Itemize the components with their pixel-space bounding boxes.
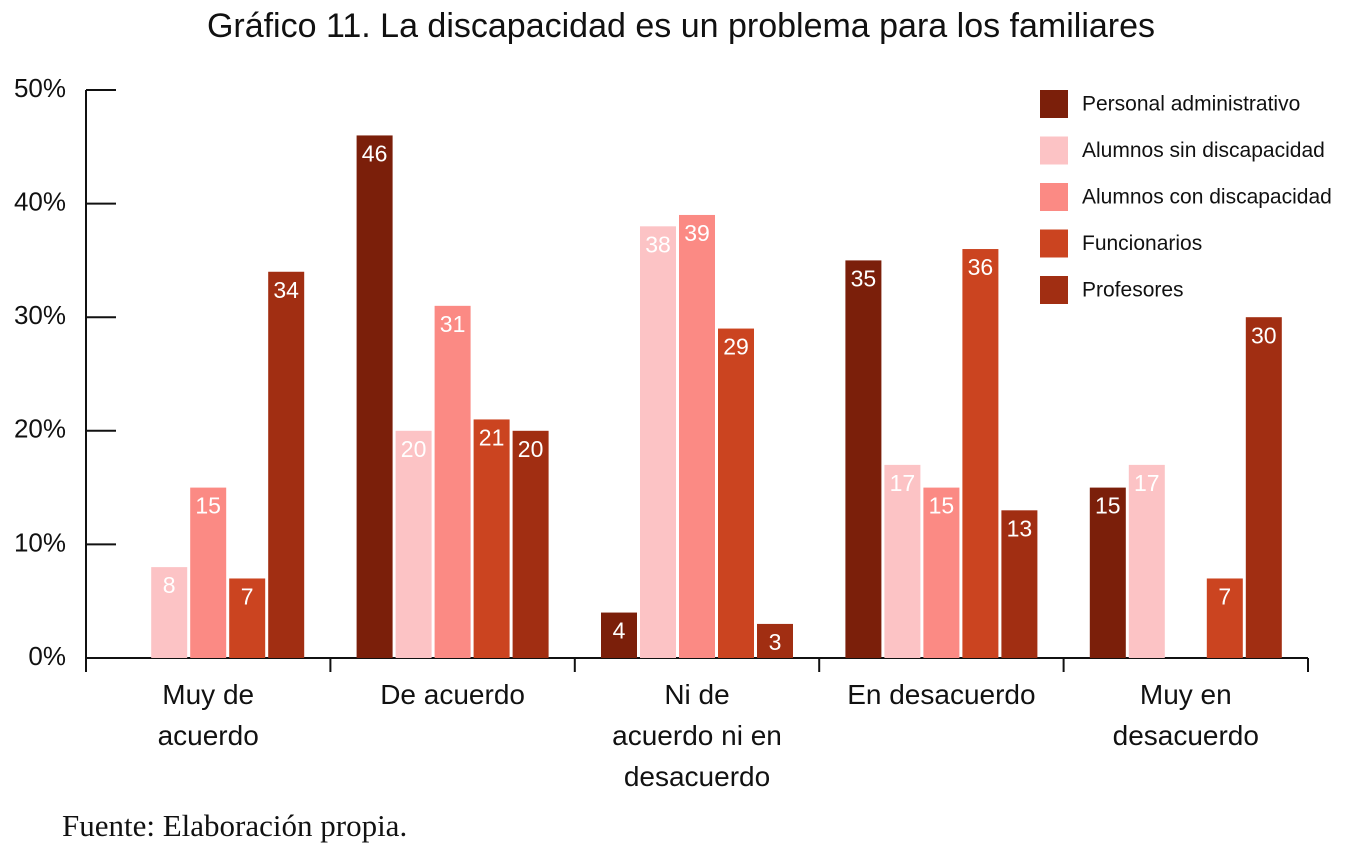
legend-swatch bbox=[1040, 183, 1068, 211]
value-label: 15 bbox=[195, 493, 221, 519]
value-label: 7 bbox=[1218, 584, 1231, 610]
value-label: 15 bbox=[1095, 493, 1121, 519]
value-label: 15 bbox=[929, 493, 955, 519]
bar bbox=[757, 623, 793, 658]
x-tick-label: Ni de acuerdo ni en desacuerdo bbox=[612, 679, 782, 792]
value-label: 13 bbox=[1007, 515, 1033, 541]
bar bbox=[512, 430, 549, 658]
x-tick-label: Muy en desacuerdo bbox=[1112, 679, 1259, 751]
source-note: Fuente: Elaboración propia. bbox=[62, 808, 408, 843]
bar bbox=[845, 260, 882, 658]
value-label: 7 bbox=[241, 584, 254, 610]
value-label: 21 bbox=[479, 425, 505, 451]
bar bbox=[1245, 317, 1282, 658]
value-label: 39 bbox=[684, 220, 710, 246]
bar bbox=[473, 419, 510, 658]
value-label: 8 bbox=[163, 572, 176, 598]
x-tick-label: De acuerdo bbox=[380, 679, 525, 710]
value-label: 38 bbox=[645, 231, 671, 257]
bar bbox=[190, 487, 227, 658]
bar bbox=[640, 226, 676, 658]
bar bbox=[268, 271, 305, 658]
legend-label: Alumnos sin discapacidad bbox=[1082, 139, 1325, 162]
bar bbox=[1089, 487, 1126, 658]
bar bbox=[151, 567, 188, 658]
legend-swatch bbox=[1040, 90, 1068, 118]
value-label: 4 bbox=[613, 618, 626, 644]
value-label: 31 bbox=[440, 311, 466, 337]
legend-label: Personal administrativo bbox=[1082, 93, 1300, 116]
bar bbox=[884, 464, 921, 658]
value-label: 35 bbox=[851, 265, 877, 291]
y-tick-label: 30% bbox=[14, 300, 66, 330]
bar bbox=[679, 214, 715, 658]
y-tick-label: 20% bbox=[14, 414, 66, 444]
legend-swatch bbox=[1040, 136, 1068, 165]
bar bbox=[718, 328, 754, 658]
bar bbox=[601, 612, 637, 658]
value-label: 17 bbox=[890, 470, 916, 496]
y-tick-label: 0% bbox=[28, 641, 66, 671]
y-tick-label: 40% bbox=[14, 186, 66, 216]
legend-label: Profesores bbox=[1082, 279, 1184, 302]
legend-swatch bbox=[1040, 276, 1068, 304]
value-label: 20 bbox=[518, 436, 544, 462]
x-tick-label: Muy de acuerdo bbox=[157, 679, 259, 751]
value-label: 3 bbox=[769, 629, 782, 655]
chart-title: Gráfico 11. La discapacidad es un proble… bbox=[207, 7, 1155, 45]
value-label: 17 bbox=[1134, 470, 1160, 496]
y-tick-label: 10% bbox=[14, 527, 66, 557]
value-label: 36 bbox=[968, 254, 994, 280]
bar bbox=[1001, 510, 1038, 658]
bar bbox=[395, 430, 432, 658]
y-tick-label: 50% bbox=[14, 73, 66, 103]
bar bbox=[356, 135, 393, 658]
bar bbox=[434, 305, 471, 658]
bar bbox=[1206, 578, 1243, 658]
value-label: 20 bbox=[401, 436, 427, 462]
value-label: 34 bbox=[273, 277, 299, 303]
x-tick-label: En desacuerdo bbox=[847, 679, 1036, 710]
bar bbox=[923, 487, 960, 658]
value-label: 29 bbox=[723, 334, 749, 360]
value-label: 46 bbox=[362, 141, 388, 167]
legend-label: Funcionarios bbox=[1082, 232, 1202, 255]
legend-swatch bbox=[1040, 229, 1068, 258]
value-label: 30 bbox=[1251, 322, 1277, 348]
bar bbox=[229, 578, 266, 658]
bar bbox=[1128, 464, 1165, 658]
bar bbox=[962, 249, 999, 659]
legend-label: Alumnos con discapacidad bbox=[1082, 186, 1332, 209]
